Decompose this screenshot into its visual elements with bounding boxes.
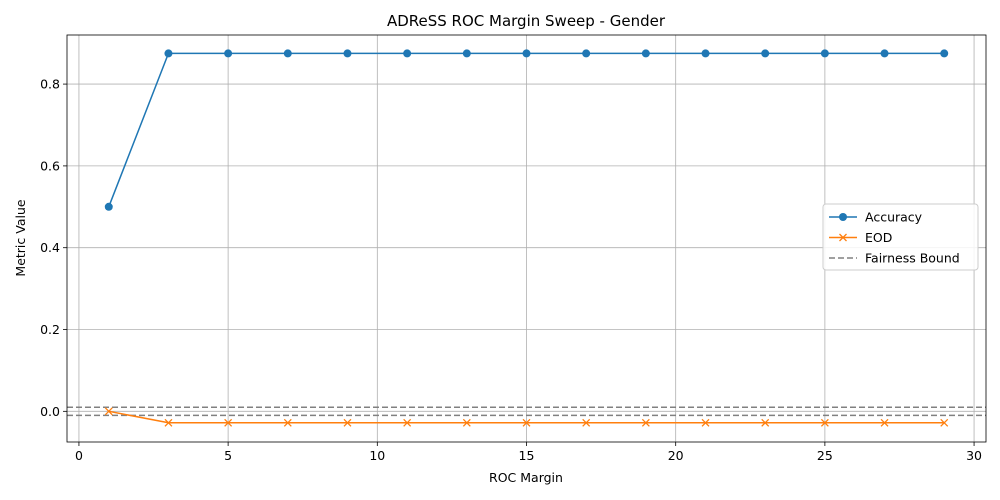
accuracy-point [701, 49, 710, 58]
accuracy-point [462, 49, 471, 58]
accuracy-point [522, 49, 531, 58]
legend-label-accuracy: Accuracy [865, 210, 923, 225]
x-tick-label: 15 [519, 448, 535, 463]
x-tick-label: 10 [369, 448, 385, 463]
accuracy-point [761, 49, 770, 58]
eod-point [283, 418, 292, 427]
legend-marker-accuracy [839, 213, 847, 221]
eod-point [224, 418, 233, 427]
y-tick-label: 0.2 [40, 322, 60, 337]
x-tick-label: 25 [817, 448, 833, 463]
accuracy-point [403, 49, 412, 58]
accuracy-point [940, 49, 949, 58]
y-tick-label: 0.4 [40, 240, 60, 255]
legend: Accuracy EOD Fairness Bound [822, 203, 979, 271]
y-tick-label: 0.0 [40, 404, 60, 419]
legend-box [822, 203, 979, 271]
y-tick-label: 0.6 [40, 158, 60, 173]
eod-point [582, 418, 591, 427]
eod-point [403, 418, 412, 427]
eod-point [820, 418, 829, 427]
accuracy-point [104, 202, 113, 211]
y-tick-label: 0.8 [40, 77, 60, 92]
accuracy-point [880, 49, 889, 58]
eod-point [164, 418, 173, 427]
accuracy-point [283, 49, 292, 58]
x-tick-label: 0 [75, 448, 83, 463]
eod-point [462, 418, 471, 427]
y-axis-title: Metric Value [13, 199, 28, 276]
accuracy-point [820, 49, 829, 58]
chart-title: ADReSS ROC Margin Sweep - Gender [387, 12, 666, 30]
x-axis-title: ROC Margin [489, 470, 563, 485]
eod-point [940, 418, 949, 427]
reference-lines [67, 406, 986, 417]
y-axis: 0.0 0.2 0.4 0.6 0.8 [40, 77, 67, 419]
x-tick-label: 30 [966, 448, 982, 463]
eod-point [880, 418, 889, 427]
eod-point [641, 418, 650, 427]
legend-label-eod: EOD [865, 230, 892, 245]
eod-point [761, 418, 770, 427]
legend-marker-eod [839, 233, 847, 242]
eod-point [522, 418, 531, 427]
accuracy-point [582, 49, 591, 58]
accuracy-point [343, 49, 352, 58]
x-tick-label: 5 [224, 448, 232, 463]
accuracy-point [164, 49, 173, 58]
legend-label-fairness-bound: Fairness Bound [865, 251, 960, 266]
accuracy-point [224, 49, 233, 58]
eod-point [701, 418, 710, 427]
x-axis: 0 5 10 15 20 25 30 [75, 442, 982, 463]
eod-point [343, 418, 352, 427]
eod-point [104, 407, 113, 416]
accuracy-point [641, 49, 650, 58]
x-tick-label: 20 [668, 448, 684, 463]
series-layer [104, 49, 949, 427]
